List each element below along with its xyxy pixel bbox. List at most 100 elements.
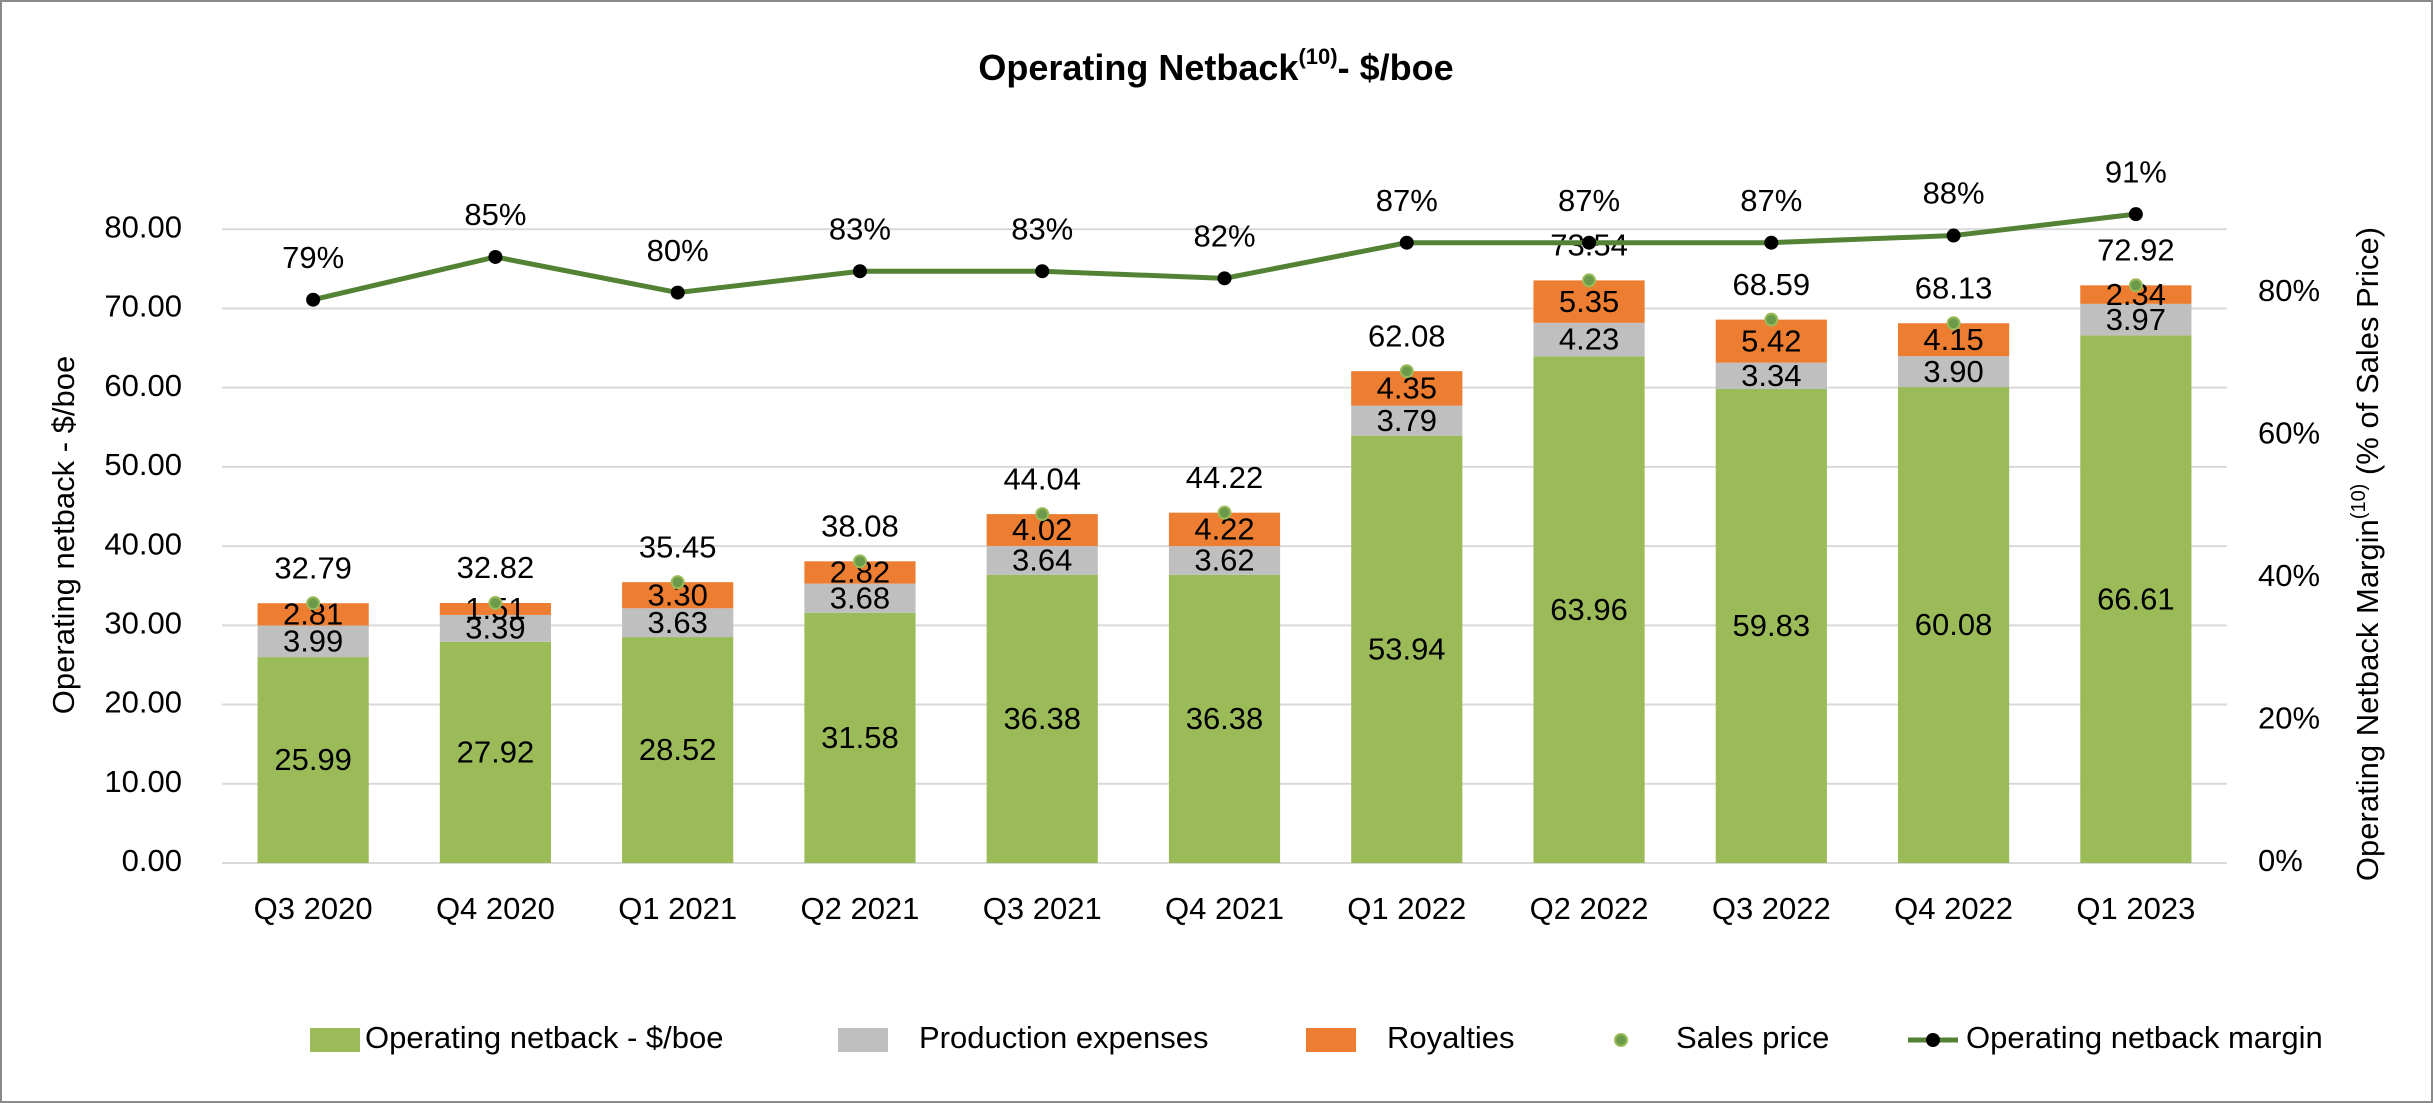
- bar-segment: [1168, 546, 1281, 575]
- data-label: 35.45: [639, 529, 717, 564]
- data-label: 36.38: [1186, 701, 1264, 736]
- y2-tick-label: 0%: [2258, 843, 2303, 878]
- bar-segment: [1351, 405, 1463, 436]
- data-label: 83%: [829, 211, 891, 246]
- legend-label: Sales price: [1676, 1020, 1829, 1055]
- bar-segment: [986, 545, 1098, 575]
- data-label: 27.92: [457, 735, 535, 770]
- margin-marker: [2128, 207, 2143, 222]
- x-tick-label: Q4 2021: [1165, 891, 1284, 926]
- y2-tick-label: 20%: [2258, 701, 2320, 736]
- sales-price-marker: [670, 575, 685, 590]
- bar-segment: [1715, 319, 1827, 363]
- y2-tick-label: 40%: [2258, 558, 2320, 593]
- title-rest: - $/boe: [1338, 47, 1454, 88]
- data-label: 66.61: [2097, 581, 2175, 616]
- margin-marker: [1946, 228, 1961, 243]
- x-tick-label: Q1 2022: [1347, 891, 1466, 926]
- sales-price-marker: [488, 595, 503, 610]
- y-tick-label: 50.00: [104, 447, 182, 482]
- bar-segment: [804, 612, 916, 863]
- bar-segment: [2080, 285, 2192, 304]
- y-tick-label: 60.00: [104, 368, 182, 403]
- data-label: 3.63: [648, 605, 708, 640]
- data-label: 31.58: [821, 720, 899, 755]
- margin-marker: [1582, 235, 1597, 250]
- y-axis-label: Operating netback - $/boe: [46, 356, 81, 714]
- data-label: 68.13: [1915, 270, 1993, 305]
- y-tick-label: 40.00: [104, 526, 182, 561]
- data-label: 44.22: [1186, 460, 1264, 495]
- bar-segment: [257, 657, 369, 863]
- data-label: 3.68: [830, 580, 890, 615]
- data-label: 87%: [1376, 183, 1438, 218]
- bar-segment: [622, 608, 734, 638]
- y2-label-rest: (% of Sales Price): [2350, 227, 2385, 484]
- margin-marker: [670, 285, 685, 300]
- data-label: 53.94: [1368, 632, 1446, 667]
- data-label: 5.42: [1741, 323, 1801, 358]
- y-tick-label: 80.00: [104, 209, 182, 244]
- data-label: 25.99: [274, 742, 352, 777]
- margin-marker: [488, 249, 503, 264]
- legend-label: Production expenses: [919, 1020, 1209, 1055]
- bar-segment: [1533, 356, 1645, 863]
- x-tick-label: Q1 2023: [2076, 891, 2195, 926]
- legend-swatch: [1306, 1028, 1356, 1052]
- data-label: 44.04: [1003, 461, 1081, 496]
- sales-price-marker: [1399, 364, 1414, 379]
- bar-segment: [986, 574, 1098, 863]
- legend-swatch: [1614, 1033, 1628, 1047]
- y2-label-sup: (10): [2348, 484, 2370, 520]
- x-tick-label: Q3 2022: [1712, 891, 1831, 926]
- y-tick-label: 0.00: [122, 843, 182, 878]
- data-label: 32.82: [457, 550, 535, 585]
- bar-segment: [1897, 387, 2010, 863]
- data-label: 68.59: [1733, 267, 1811, 302]
- y2-tick-label: 80%: [2258, 273, 2320, 308]
- sales-price-marker: [306, 596, 321, 611]
- data-label: 87%: [1740, 183, 1802, 218]
- bar-segment: [1897, 356, 2010, 388]
- bar-segment: [804, 561, 916, 584]
- y-tick-label: 70.00: [104, 289, 182, 324]
- x-tick-label: Q1 2021: [618, 891, 737, 926]
- y-tick-label: 30.00: [104, 606, 182, 641]
- data-label: 85%: [464, 197, 526, 232]
- data-label: 3.90: [1923, 354, 1983, 389]
- data-label: 62.08: [1368, 318, 1446, 353]
- data-label: 5.35: [1559, 284, 1619, 319]
- sales-price-marker: [1946, 316, 1961, 331]
- data-label: 88%: [1923, 176, 1985, 211]
- sales-price-marker: [852, 554, 867, 569]
- x-tick-label: Q2 2021: [800, 891, 919, 926]
- y2-axis-label: Operating Netback Margin(10) (% of Sales…: [2348, 227, 2385, 881]
- data-label: 4.23: [1559, 322, 1619, 357]
- bar-segment: [2080, 335, 2192, 863]
- data-label: 28.52: [639, 732, 717, 767]
- legend-swatch: [838, 1028, 888, 1052]
- bar-segment: [439, 614, 552, 642]
- sales-price-marker: [1217, 505, 1232, 520]
- margin-marker: [1764, 235, 1779, 250]
- bar-segment: [1715, 362, 1827, 390]
- legend-swatch: [1926, 1033, 1940, 1047]
- y-tick-label: 10.00: [104, 764, 182, 799]
- title-text: Operating Netback: [978, 47, 1299, 88]
- margin-marker: [852, 264, 867, 279]
- data-label: 83%: [1011, 211, 1073, 246]
- data-label: 32.79: [274, 550, 352, 585]
- data-label: 87%: [1558, 183, 1620, 218]
- bar-segment: [439, 641, 552, 863]
- data-label: 38.08: [821, 509, 899, 544]
- bar-segment: [622, 637, 734, 863]
- bar-segment: [1533, 280, 1645, 323]
- data-label: 3.62: [1194, 543, 1254, 578]
- data-label: 82%: [1193, 219, 1255, 254]
- sales-price-marker: [1764, 312, 1779, 327]
- y2-label-text: Operating Netback Margin: [2350, 519, 2385, 881]
- legend-label: Operating netback - $/boe: [365, 1020, 723, 1055]
- bar-segment: [1715, 389, 1827, 863]
- sales-price-marker: [2128, 278, 2143, 293]
